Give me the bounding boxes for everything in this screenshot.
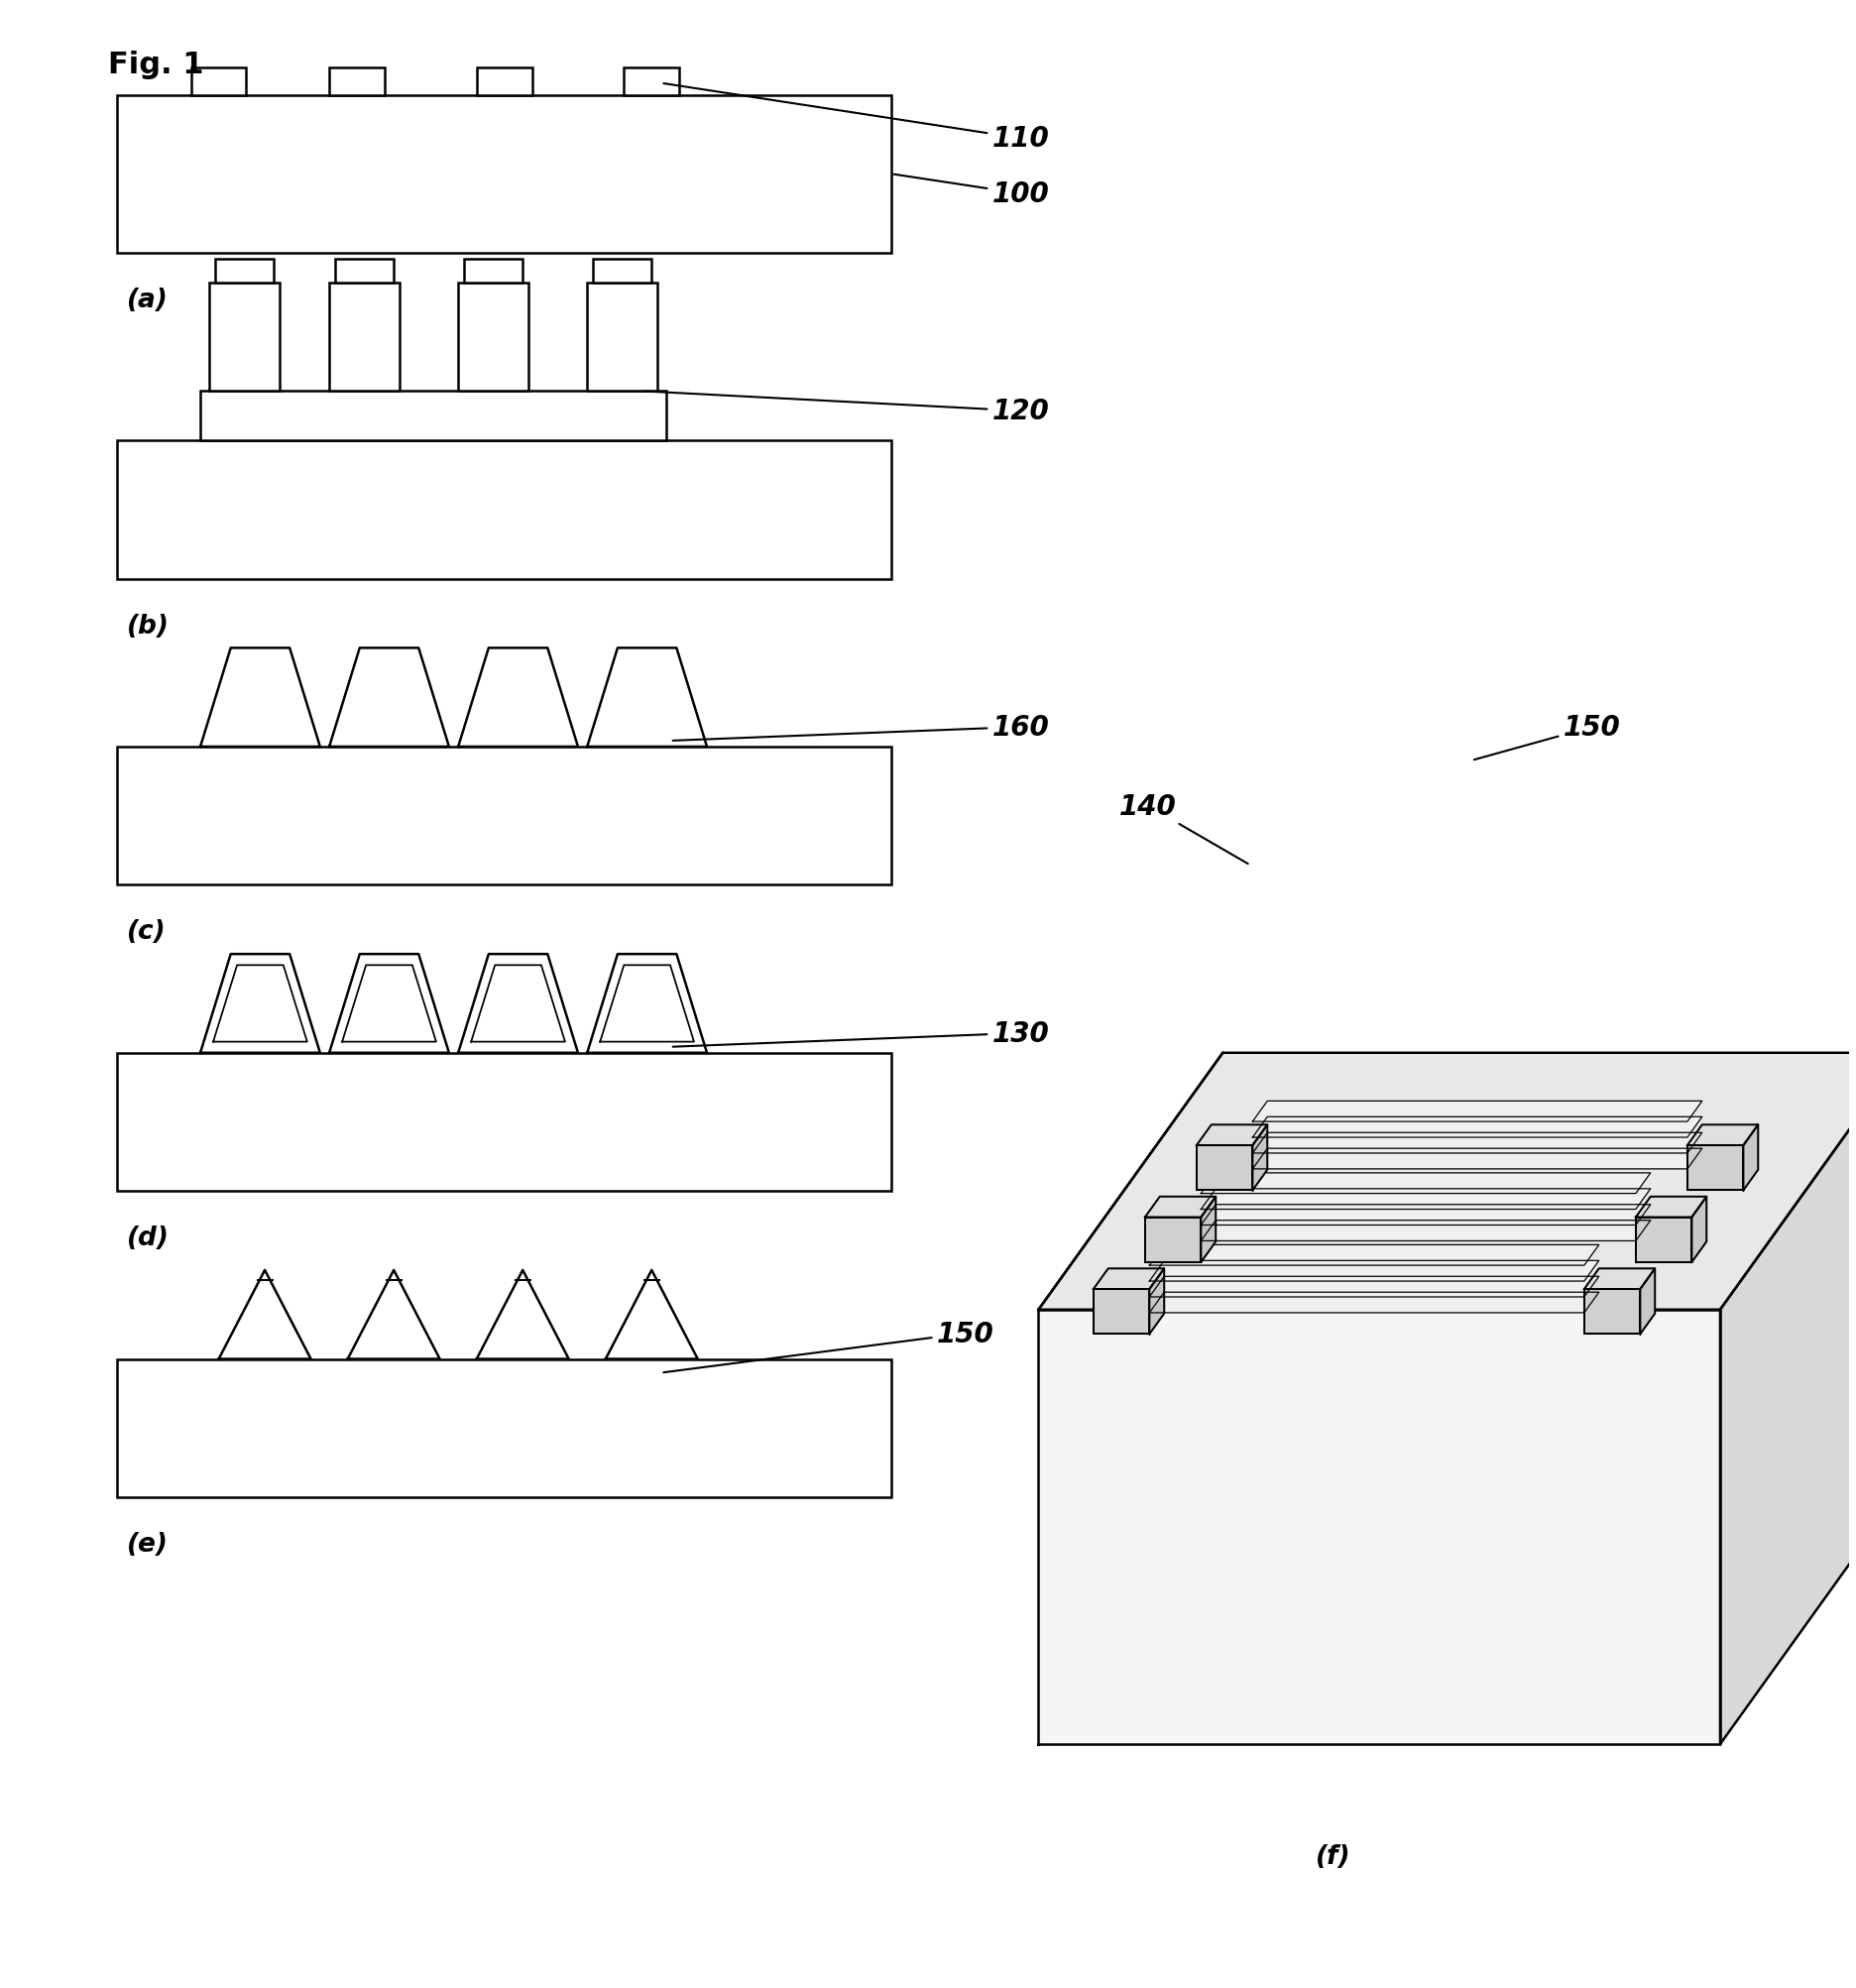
Bar — [592, 260, 651, 282]
Polygon shape — [200, 954, 319, 1054]
Bar — [334, 260, 393, 282]
Bar — [117, 1360, 891, 1497]
Polygon shape — [1585, 1268, 1656, 1290]
Bar — [117, 747, 891, 885]
Bar — [191, 68, 247, 95]
Polygon shape — [1253, 1133, 1702, 1153]
Polygon shape — [1197, 1125, 1268, 1145]
Polygon shape — [1201, 1221, 1650, 1241]
Polygon shape — [1149, 1268, 1164, 1334]
Polygon shape — [1253, 1125, 1268, 1191]
Polygon shape — [1635, 1217, 1693, 1262]
Bar — [329, 282, 399, 392]
Polygon shape — [1253, 1149, 1702, 1169]
Text: 150: 150 — [1474, 714, 1620, 759]
Polygon shape — [1687, 1125, 1758, 1145]
Polygon shape — [1201, 1197, 1216, 1262]
Polygon shape — [1687, 1145, 1743, 1191]
Bar — [586, 282, 657, 392]
Text: Fig. 1: Fig. 1 — [108, 50, 204, 80]
Text: 130: 130 — [674, 1020, 1050, 1048]
Bar — [200, 392, 666, 441]
Text: (c): (c) — [126, 918, 165, 944]
Polygon shape — [1693, 1197, 1706, 1262]
Text: (f): (f) — [1316, 1843, 1351, 1869]
Polygon shape — [1093, 1290, 1149, 1334]
Polygon shape — [1149, 1276, 1598, 1298]
Polygon shape — [1149, 1244, 1598, 1266]
Polygon shape — [586, 648, 707, 747]
Polygon shape — [1641, 1268, 1656, 1334]
Polygon shape — [219, 1270, 310, 1360]
Polygon shape — [329, 954, 449, 1054]
Text: (d): (d) — [126, 1225, 169, 1250]
Text: (b): (b) — [126, 612, 169, 638]
Polygon shape — [1093, 1268, 1164, 1290]
Polygon shape — [1201, 1205, 1650, 1225]
Text: 140: 140 — [1119, 793, 1247, 865]
Text: 150: 150 — [664, 1320, 995, 1372]
Bar — [477, 68, 533, 95]
Polygon shape — [200, 648, 319, 747]
Bar — [210, 282, 280, 392]
Polygon shape — [1039, 1054, 1856, 1310]
Polygon shape — [1197, 1145, 1253, 1191]
Polygon shape — [1253, 1117, 1702, 1137]
Text: 100: 100 — [895, 175, 1050, 209]
Bar — [458, 282, 529, 392]
Polygon shape — [1201, 1173, 1650, 1193]
Polygon shape — [1743, 1125, 1758, 1191]
Bar — [117, 441, 891, 579]
Polygon shape — [477, 1270, 568, 1360]
Polygon shape — [1039, 1310, 1721, 1743]
Polygon shape — [1721, 1054, 1856, 1743]
Text: (a): (a) — [126, 286, 169, 312]
Polygon shape — [1145, 1197, 1216, 1217]
Polygon shape — [1253, 1101, 1702, 1121]
Bar — [215, 260, 275, 282]
Bar — [117, 95, 891, 254]
Text: 160: 160 — [674, 714, 1050, 742]
Polygon shape — [458, 954, 577, 1054]
Text: 120: 120 — [646, 392, 1050, 425]
Polygon shape — [1149, 1292, 1598, 1312]
Polygon shape — [1201, 1189, 1650, 1209]
Polygon shape — [1145, 1217, 1201, 1262]
Bar — [464, 260, 523, 282]
Polygon shape — [329, 648, 449, 747]
Polygon shape — [1635, 1197, 1706, 1217]
Polygon shape — [1149, 1260, 1598, 1282]
Polygon shape — [1585, 1290, 1641, 1334]
Polygon shape — [347, 1270, 440, 1360]
Text: (e): (e) — [126, 1531, 169, 1557]
Bar — [329, 68, 384, 95]
Bar — [624, 68, 679, 95]
Text: 110: 110 — [664, 83, 1050, 153]
Polygon shape — [458, 648, 577, 747]
Bar — [117, 1054, 891, 1191]
Polygon shape — [586, 954, 707, 1054]
Polygon shape — [605, 1270, 698, 1360]
